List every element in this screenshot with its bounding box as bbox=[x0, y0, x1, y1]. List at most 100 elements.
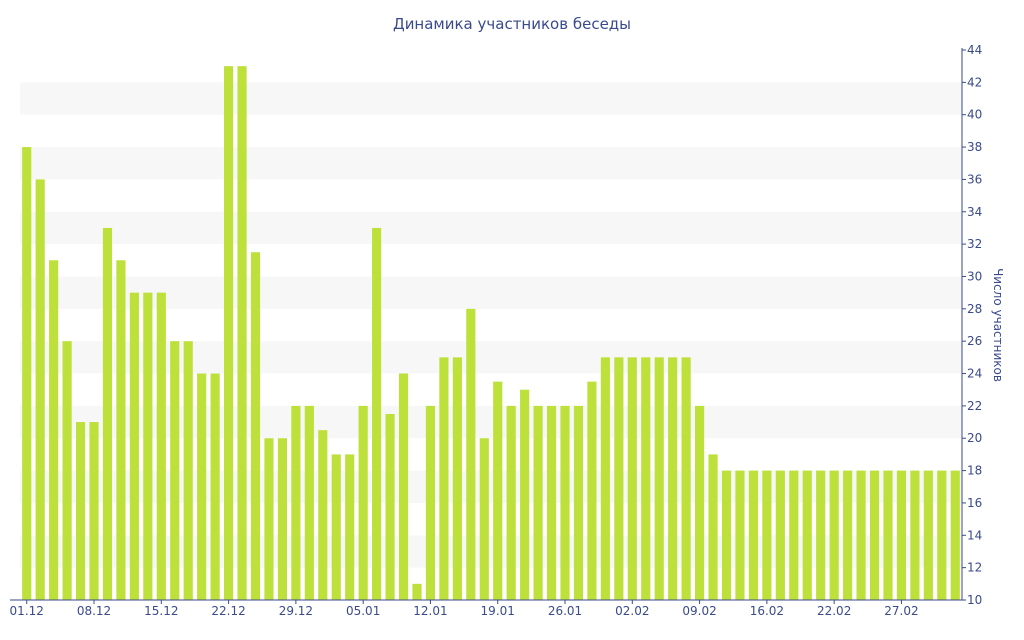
bar bbox=[748, 470, 758, 600]
x-tick-label: 15.12 bbox=[144, 604, 178, 618]
y-tick-label: 18 bbox=[967, 464, 982, 478]
y-tick-label: 42 bbox=[967, 75, 982, 89]
grid-band bbox=[20, 147, 962, 180]
y-tick-label: 34 bbox=[967, 205, 982, 219]
bar bbox=[466, 308, 476, 600]
bar bbox=[116, 260, 126, 600]
bar bbox=[843, 470, 853, 600]
bar bbox=[910, 470, 920, 600]
bar bbox=[708, 454, 718, 600]
x-tick-labels: 01.12 08.12 15.12 22.12 29.12 05.01 12.01 19.01… bbox=[10, 600, 919, 618]
bar bbox=[614, 357, 624, 600]
bar bbox=[439, 357, 449, 600]
bar bbox=[560, 405, 570, 600]
bar bbox=[721, 470, 732, 600]
y-tick-label: 40 bbox=[967, 108, 982, 122]
y-tick-label: 24 bbox=[967, 367, 982, 381]
bar bbox=[695, 405, 705, 600]
bar bbox=[304, 405, 314, 600]
bar bbox=[264, 438, 274, 600]
y-tick-label: 12 bbox=[967, 561, 982, 575]
x-tick-label: 16.02 bbox=[750, 604, 784, 618]
x-tick-label: 22.02 bbox=[817, 604, 851, 618]
x-tick-label: 19.01 bbox=[481, 604, 515, 618]
x-tick-label: 01.12 bbox=[10, 604, 44, 618]
y-tick-label: 14 bbox=[967, 528, 982, 542]
bar bbox=[493, 381, 503, 600]
y-axis-label: Число участников bbox=[991, 268, 1005, 382]
bar bbox=[802, 470, 812, 600]
bar bbox=[654, 357, 664, 600]
bar bbox=[345, 454, 355, 600]
bar bbox=[170, 341, 180, 600]
y-tick-label: 26 bbox=[967, 334, 982, 348]
bar bbox=[856, 470, 866, 600]
bar bbox=[641, 357, 651, 600]
bar bbox=[62, 341, 72, 600]
bar bbox=[197, 373, 207, 600]
x-tick-label: 12.01 bbox=[413, 604, 447, 618]
bar bbox=[143, 292, 153, 600]
bar bbox=[237, 66, 247, 601]
bar bbox=[627, 357, 637, 600]
bar bbox=[869, 470, 880, 600]
bar bbox=[789, 470, 799, 600]
y-tick-label: 16 bbox=[967, 496, 982, 510]
bar bbox=[775, 470, 785, 600]
bar bbox=[49, 260, 59, 600]
bar bbox=[398, 373, 409, 600]
bar bbox=[950, 470, 960, 600]
bar bbox=[210, 373, 220, 600]
x-tick-label: 09.02 bbox=[682, 604, 716, 618]
bar bbox=[681, 357, 691, 600]
bar bbox=[372, 227, 382, 601]
x-tick-label: 05.01 bbox=[346, 604, 380, 618]
bar bbox=[520, 389, 530, 600]
bar bbox=[89, 422, 99, 600]
bar bbox=[816, 470, 826, 600]
y-tick-label: 36 bbox=[967, 172, 982, 186]
y-tick-label: 32 bbox=[967, 237, 982, 251]
bar bbox=[762, 470, 772, 600]
y-tick-label: 30 bbox=[967, 269, 982, 283]
bar bbox=[937, 470, 947, 600]
bar bbox=[331, 454, 341, 600]
bar bbox=[129, 292, 139, 600]
bar bbox=[479, 438, 489, 600]
bar bbox=[735, 470, 745, 600]
bar bbox=[412, 583, 422, 600]
y-tick-label: 38 bbox=[967, 140, 982, 154]
x-tick-label: 27.02 bbox=[884, 604, 918, 618]
bar bbox=[22, 147, 32, 600]
bar bbox=[829, 470, 839, 600]
x-tick-label: 26.01 bbox=[548, 604, 582, 618]
bar bbox=[358, 405, 368, 600]
bar bbox=[587, 381, 597, 600]
bar bbox=[277, 438, 287, 600]
bar bbox=[102, 227, 113, 601]
bar bbox=[546, 405, 557, 600]
bar bbox=[156, 292, 166, 600]
bar bbox=[385, 413, 395, 600]
y-tick-label: 44 bbox=[967, 43, 982, 57]
bar bbox=[75, 422, 86, 600]
bar bbox=[923, 470, 933, 600]
bar bbox=[506, 405, 516, 600]
bar bbox=[533, 405, 543, 600]
grid-band bbox=[20, 276, 962, 309]
bar bbox=[883, 470, 893, 600]
x-tick-label: 29.12 bbox=[279, 604, 313, 618]
bar bbox=[35, 179, 45, 601]
bars bbox=[22, 66, 960, 601]
y-tick-label: 20 bbox=[967, 431, 982, 445]
grid-band bbox=[20, 211, 962, 245]
y-tick-label: 22 bbox=[967, 399, 982, 413]
bar bbox=[224, 66, 234, 601]
grid-band bbox=[20, 82, 962, 115]
bar bbox=[425, 405, 436, 600]
x-tick-label: 22.12 bbox=[211, 604, 245, 618]
bar bbox=[600, 357, 610, 600]
chart-title: Динамика участников беседы bbox=[393, 15, 631, 33]
bar bbox=[250, 252, 261, 601]
